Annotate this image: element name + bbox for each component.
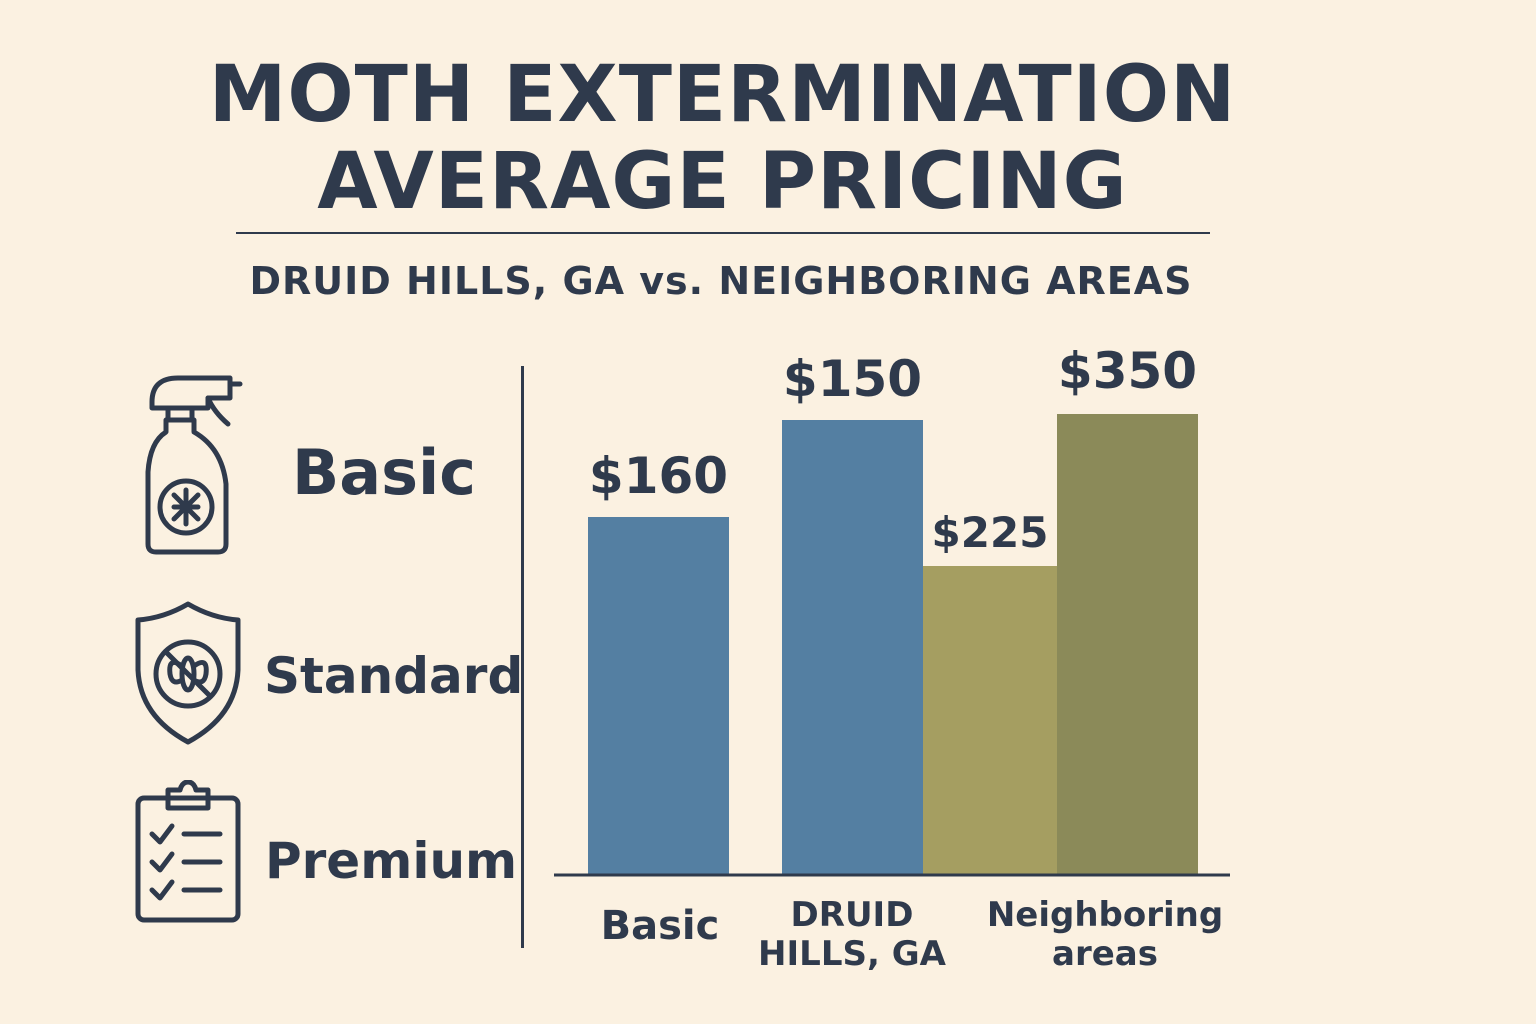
tier-label-basic: Basic — [292, 436, 477, 509]
bar-value-label-2: $225 — [932, 508, 1049, 557]
bar-1 — [782, 420, 923, 874]
bar-2 — [923, 566, 1057, 874]
bar-value-label-3: $350 — [1058, 342, 1197, 400]
bar-3 — [1057, 414, 1198, 874]
category-label-neighboring: Neighboring areas — [986, 895, 1224, 975]
clipboard-checklist-icon — [135, 780, 241, 923]
tier-label-standard: Standard — [264, 647, 524, 705]
shield-no-moth-icon — [135, 601, 241, 745]
bar-value-label-1: $150 — [783, 350, 922, 408]
tier-label-premium: Premium — [265, 832, 518, 890]
page-title-line-2: AVERAGE PRICING — [317, 137, 1128, 227]
bar-0 — [588, 517, 729, 874]
page-title-line-1: MOTH EXTERMINATION — [208, 50, 1237, 140]
category-label-druid-hills: DRUID HILLS, GA — [758, 895, 946, 975]
page-subtitle: DRUID HILLS, GA vs. NEIGHBORING AREAS — [249, 259, 1193, 303]
bar-value-label-0: $160 — [589, 447, 728, 505]
spray-bottle-icon — [145, 375, 243, 555]
section-divider — [521, 366, 524, 948]
category-label-basic: Basic — [600, 903, 720, 949]
title-divider — [236, 232, 1210, 234]
